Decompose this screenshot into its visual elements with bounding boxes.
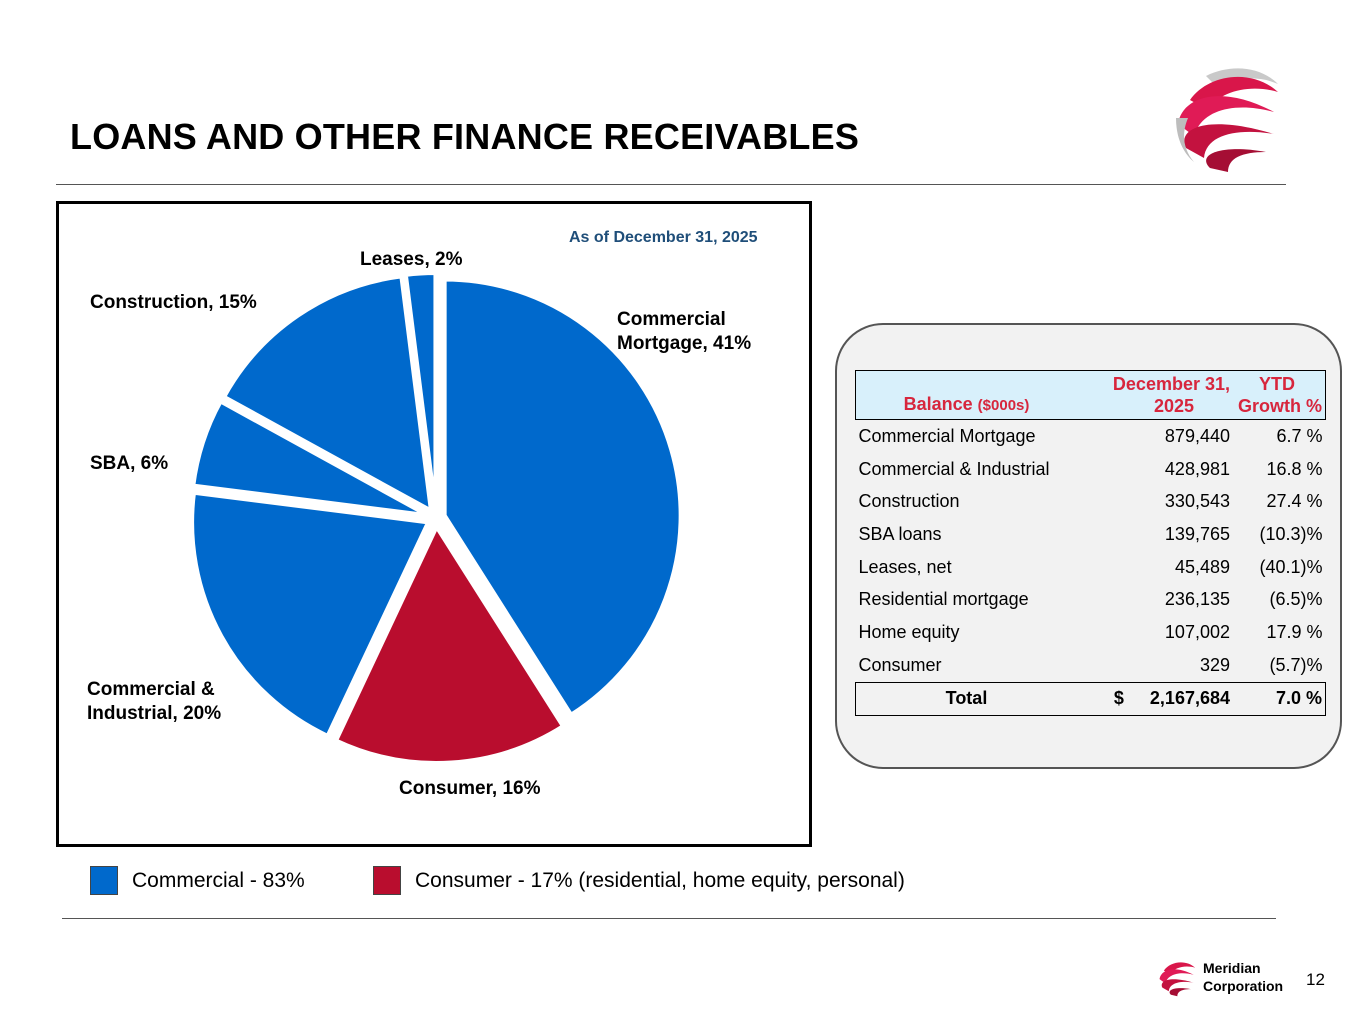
pie-chart-frame	[56, 201, 812, 847]
label-consumer: Consumer, 16%	[399, 778, 541, 799]
row-growth: 27.4 %	[1266, 491, 1323, 512]
row-name: Home equity	[858, 621, 960, 642]
table-total-row: Total $2,167,684 7.0 %	[855, 681, 1326, 717]
row-name: SBA loans	[858, 523, 942, 544]
row-balance: 236,135	[1164, 589, 1230, 610]
legend-commercial-label: Commercial - 83%	[132, 868, 305, 892]
header-growth-line1: YTD	[1259, 374, 1295, 394]
row-name: Consumer	[858, 654, 942, 675]
table-row: Commercial & Industrial 428,981 16.8 %	[856, 453, 1326, 486]
header-date-line1: December 31,	[1112, 374, 1230, 394]
total-currency: $	[1113, 688, 1124, 709]
row-growth: (10.3)%	[1259, 523, 1323, 544]
header-growth: YTD Growth %	[1233, 370, 1326, 420]
row-growth: (5.7)%	[1269, 654, 1323, 675]
pie-slice-leases	[403, 271, 438, 510]
company-logo-icon	[1176, 68, 1278, 172]
table-row: Construction 330,543 27.4 %	[856, 485, 1326, 518]
header-date-line2: 2025	[1153, 396, 1194, 416]
label-sba: SBA, 6%	[90, 453, 169, 474]
label-ci-line2: Industrial, 20%	[87, 703, 222, 724]
row-growth: (6.5)%	[1269, 589, 1323, 610]
pie-slice-commercial-industrial	[190, 490, 432, 739]
pie-slice-sba	[191, 398, 429, 518]
total-balance-cell: $2,167,684	[1077, 681, 1233, 717]
legend-consumer-label: Consumer - 17% (residential, home equity…	[415, 868, 905, 892]
page-title: LOANS AND OTHER FINANCE RECEIVABLES	[70, 116, 860, 157]
label-commercial-mortgage: Commercial Mortgage, 41%	[617, 308, 751, 356]
row-growth: 6.7 %	[1276, 425, 1323, 446]
label-leases: Leases, 2%	[360, 249, 463, 270]
row-balance: 107,002	[1164, 621, 1230, 642]
row-balance: 428,981	[1164, 458, 1230, 479]
total-balance: 2,167,684	[1149, 688, 1230, 709]
footer-company-name: Meridian Corporation	[1203, 959, 1283, 995]
as-of-date: As of December 31, 2025	[569, 229, 758, 246]
row-growth: 17.9 %	[1266, 621, 1323, 642]
header-growth-line2: Growth %	[1238, 396, 1322, 416]
row-balance: 879,440	[1164, 425, 1230, 446]
table-row: Consumer 329 (5.7)%	[856, 649, 1326, 682]
label-commercial-mortgage-line2: Mortgage, 41%	[617, 333, 752, 354]
footer-logo-icon	[1159, 962, 1196, 997]
total-growth: 7.0 %	[1233, 681, 1326, 717]
legend-consumer: Consumer - 17% (residential, home equity…	[373, 866, 905, 895]
row-growth: 16.8 %	[1266, 458, 1323, 479]
row-name: Residential mortgage	[858, 589, 1029, 610]
pie-slice-commercial-mortgage	[442, 277, 683, 718]
page-number: 12	[1306, 970, 1325, 989]
row-balance: 329	[1199, 654, 1230, 675]
row-balance: 45,489	[1174, 556, 1230, 577]
table-header-row: Balance ($000s) December 31, 2025 YTD Gr…	[855, 370, 1326, 420]
header-balance-label: Balance	[903, 394, 973, 414]
row-balance: 139,765	[1164, 523, 1230, 544]
table-row: Commercial Mortgage 879,440 6.7 %	[856, 420, 1326, 453]
row-name: Commercial & Industrial	[858, 458, 1050, 479]
table-row: Leases, net 45,489 (40.1)%	[856, 551, 1326, 584]
row-balance: 330,543	[1164, 491, 1230, 512]
balance-table: Balance ($000s) December 31, 2025 YTD Gr…	[855, 370, 1326, 717]
legend-consumer-swatch	[373, 866, 401, 895]
legend-commercial: Commercial - 83%	[90, 866, 305, 895]
label-construction: Construction, 15%	[90, 292, 257, 313]
label-commercial-mortgage-line1: Commercial	[617, 309, 726, 330]
legend-commercial-swatch	[90, 866, 118, 895]
header-date: December 31, 2025	[1077, 370, 1233, 420]
table-row: Residential mortgage 236,135 (6.5)%	[856, 583, 1326, 616]
table-row: Home equity 107,002 17.9 %	[856, 616, 1326, 649]
label-ci-line1: Commercial &	[87, 679, 215, 700]
header-balance: Balance ($000s)	[855, 370, 1077, 420]
row-name: Construction	[858, 491, 960, 512]
footer-company-line1: Meridian	[1203, 960, 1261, 976]
pie-slice-construction	[221, 274, 434, 515]
footer-company-line2: Corporation	[1203, 978, 1284, 994]
total-label: Total	[855, 681, 1077, 717]
row-name: Leases, net	[858, 556, 952, 577]
header-balance-unit: ($000s)	[977, 397, 1030, 414]
pie-slice-consumer	[333, 522, 566, 765]
footer-rule	[62, 918, 1276, 919]
header-rule	[56, 184, 1286, 185]
label-commercial-industrial: Commercial & Industrial, 20%	[87, 678, 221, 726]
row-name: Commercial Mortgage	[858, 425, 1036, 446]
table-row: SBA loans 139,765 (10.3)%	[856, 518, 1326, 551]
row-growth: (40.1)%	[1259, 556, 1323, 577]
